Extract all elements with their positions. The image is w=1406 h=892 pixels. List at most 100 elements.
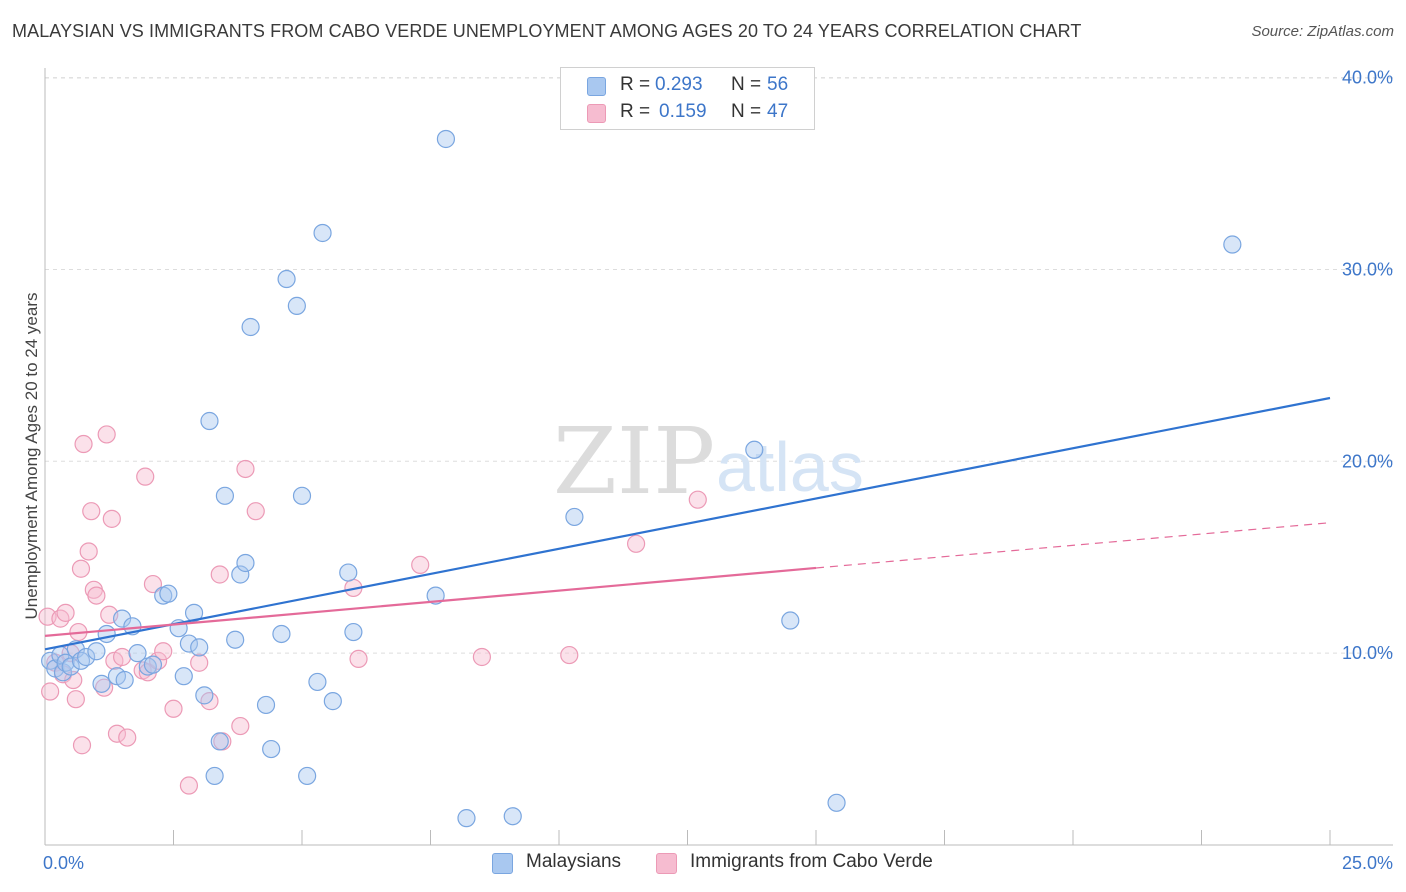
legend-n-label: N = — [731, 101, 762, 122]
malaysian-point — [457, 809, 476, 828]
y-tick-label: 30.0% — [1342, 259, 1393, 279]
cabo-verde-point — [411, 555, 430, 574]
malaysian-point — [339, 563, 358, 582]
cabo-verde-point — [87, 586, 106, 605]
cabo-verde-point — [231, 716, 250, 736]
legend-n-value: 47 — [767, 101, 789, 122]
cabo-verde-point — [349, 649, 368, 669]
trend-lines — [44, 396, 1331, 651]
malaysian-point — [272, 624, 291, 644]
cabo-verde-point — [143, 574, 163, 594]
legend-r-value: 0.159 — [659, 101, 707, 122]
cabo-verde-point — [72, 736, 92, 755]
cabo-verde-point — [102, 509, 121, 528]
malaysian-point — [344, 622, 363, 642]
malaysian-point — [231, 565, 250, 584]
malaysian-point — [256, 695, 276, 715]
x-ticks — [44, 830, 1331, 845]
cabo-verde-point — [74, 434, 93, 454]
legend-label-cabo-verde: Immigrants from Cabo Verde — [690, 851, 933, 872]
cabo-verde-point — [71, 559, 91, 578]
legend-r-value: 0.293 — [655, 74, 703, 95]
malaysian-point — [292, 486, 312, 505]
y-tick-labels: 10.0% 20.0% 30.0% 40.0% — [1342, 68, 1393, 664]
malaysian-point — [298, 766, 317, 786]
malaysian-point — [200, 411, 219, 431]
malaysian-point — [781, 611, 800, 630]
cabo-verde-point — [626, 534, 646, 553]
cabo-verde-point — [688, 490, 707, 509]
cabo-verde-point — [56, 603, 75, 622]
malaysian-point — [77, 647, 96, 667]
legend-label-malaysians: Malaysians — [526, 851, 622, 872]
malaysian-point — [159, 584, 178, 603]
legend-swatch-blue — [492, 853, 513, 874]
malaysian-point — [190, 638, 209, 657]
malaysian-point — [128, 644, 147, 663]
chart-source: Source: ZipAtlas.com — [1251, 23, 1394, 40]
malaysian-point — [287, 296, 306, 315]
cabo-verde-point — [154, 642, 173, 661]
chart-title: MALAYSIAN VS IMMIGRANTS FROM CABO VERDE … — [12, 21, 1082, 41]
cabo-verde-point — [51, 609, 70, 628]
malaysian-point — [313, 223, 332, 243]
malaysian-point — [436, 129, 456, 149]
malaysian-point — [308, 672, 327, 692]
malaysian-point — [1223, 235, 1242, 254]
malaysian-point — [215, 486, 234, 505]
legend-r-label: R = — [620, 74, 651, 95]
y-axis-label: Unemployment Among Ages 20 to 24 years — [22, 293, 41, 620]
y-tick-label: 40.0% — [1342, 68, 1393, 88]
cabo-verde-trend-line — [44, 566, 817, 637]
malaysian-point — [426, 586, 445, 605]
malaysian-points — [41, 129, 1242, 828]
legend-swatch-pink — [656, 853, 677, 874]
malaysian-point — [827, 793, 846, 812]
axes — [44, 68, 1393, 846]
x-tick-label-max: 25.0% — [1342, 853, 1393, 873]
malaysian-point — [277, 269, 296, 289]
malaysian-point — [195, 686, 214, 705]
legend-r-label: R = — [620, 101, 651, 122]
malaysian-point — [115, 670, 134, 690]
cabo-verde-point — [472, 647, 491, 667]
malaysian-point — [503, 807, 522, 826]
cabo-verde-point — [190, 653, 209, 672]
y-tick-label: 10.0% — [1342, 643, 1393, 663]
cabo-verde-point — [97, 425, 116, 444]
cabo-verde-point — [64, 670, 83, 690]
cabo-verde-point — [82, 502, 101, 521]
cabo-verde-point — [560, 645, 579, 665]
malaysian-point — [92, 674, 111, 693]
watermark-zip: ZIP — [553, 408, 715, 515]
malaysian-point — [236, 553, 255, 573]
cabo-verde-point — [41, 682, 60, 701]
legend-swatch-blue — [587, 77, 606, 96]
malaysian-point — [143, 655, 163, 674]
malaysian-point — [87, 642, 106, 661]
legend-n-label: N = — [731, 74, 762, 95]
cabo-verde-point — [236, 459, 255, 479]
cabo-verde-point — [136, 467, 155, 486]
legend-n-value: 56 — [767, 74, 789, 95]
cabo-verde-point — [246, 502, 265, 521]
cabo-verde-point — [66, 690, 85, 709]
cabo-verde-point — [200, 692, 219, 711]
malaysian-trend-line — [44, 396, 1331, 651]
cabo-verde-trend-extension — [815, 522, 1331, 569]
cabo-verde-point — [112, 647, 132, 667]
cabo-verde-point — [118, 728, 137, 747]
malaysian-point — [179, 634, 199, 653]
malaysian-point — [226, 630, 245, 649]
stats-legend: R = 0.293 N = 56 R = 0.159 N = 47 — [560, 67, 815, 130]
malaysian-point — [61, 657, 80, 676]
cabo-verde-point — [164, 699, 183, 718]
legend-swatch-pink — [587, 104, 606, 123]
malaysian-point — [565, 507, 584, 527]
cabo-verde-point — [179, 776, 199, 795]
malaysian-point — [745, 440, 764, 459]
malaysian-point — [210, 732, 229, 751]
malaysian-point — [174, 667, 193, 686]
malaysian-point — [112, 609, 132, 628]
